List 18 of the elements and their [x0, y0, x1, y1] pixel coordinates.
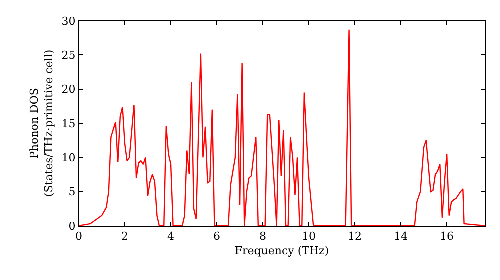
y-tick-label: 25 [62, 49, 76, 62]
x-tick-label: 14 [394, 230, 408, 244]
x-tick-label: 12 [348, 230, 362, 244]
y-axis-title: Phonon DOS (States/THz·primitive cell) [28, 50, 56, 198]
y-tick-label: 5 [68, 186, 76, 199]
x-tick-label: 2 [122, 230, 129, 244]
y-tick-label: 15 [62, 117, 76, 130]
x-tick-label: 16 [440, 230, 454, 244]
x-tick-label: 6 [214, 230, 221, 244]
y-tick-label: 10 [62, 152, 76, 165]
x-tick-label: 4 [168, 230, 175, 244]
y-tick-label: 20 [62, 83, 76, 96]
line-series [79, 29, 485, 226]
x-tick-label: 8 [260, 230, 267, 244]
x-tick-label: 10 [302, 230, 316, 244]
x-axis-title: Frequency (THz) [234, 244, 330, 258]
y-tick-label: 30 [62, 14, 76, 28]
y-tick-label: 0 [68, 220, 76, 233]
